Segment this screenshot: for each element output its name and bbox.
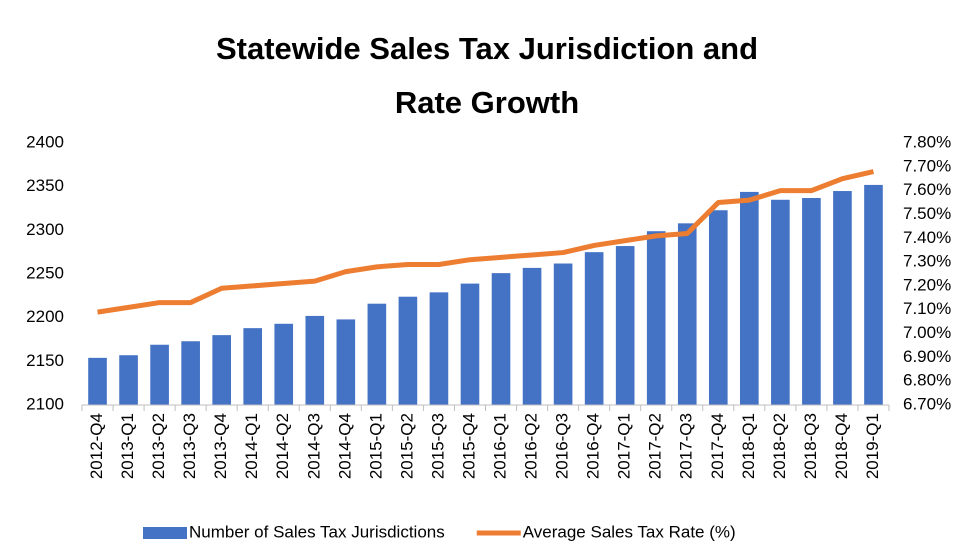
x-tick-label: 2018-Q2	[770, 413, 789, 479]
x-tick-label: 2017-Q3	[677, 413, 696, 479]
bar	[646, 231, 666, 405]
bar	[212, 335, 231, 405]
bar	[429, 292, 449, 405]
x-tick-label: 2016-Q4	[584, 413, 603, 479]
y2-tick-label: 7.30%	[903, 252, 951, 271]
bar	[615, 246, 635, 405]
y-tick-label: 2150	[26, 351, 64, 370]
y2-tick-label: 7.40%	[903, 228, 951, 247]
x-tick-label: 2013-Q2	[149, 413, 168, 479]
bar	[677, 223, 697, 405]
x-tick-label: 2017-Q4	[708, 413, 727, 479]
x-tick-label: 2014-Q4	[335, 413, 354, 479]
y-tick-label: 2300	[26, 220, 64, 239]
x-tick-label: 2017-Q1	[615, 413, 634, 479]
x-tick-label: 2019-Q1	[863, 413, 882, 479]
y2-tick-label: 7.10%	[903, 299, 951, 318]
bar	[584, 252, 604, 405]
bar	[336, 319, 356, 405]
x-tick-label: 2018-Q1	[739, 413, 758, 479]
x-tick-label: 2015-Q4	[459, 413, 478, 479]
x-tick-label: 2015-Q2	[397, 413, 416, 479]
x-tick-label: 2015-Q3	[428, 413, 447, 479]
bar	[88, 357, 107, 405]
bar	[771, 199, 790, 405]
bar	[553, 263, 573, 405]
y-tick-label: 2250	[26, 263, 64, 282]
x-tick-label: 2018-Q4	[832, 413, 851, 479]
x-tick-label: 2012-Q4	[87, 413, 106, 479]
bar	[367, 303, 387, 405]
x-tick-label: 2013-Q1	[118, 413, 137, 479]
x-tick-label: 2014-Q2	[273, 413, 292, 479]
bar	[802, 198, 821, 405]
chart-title: Statewide Sales Tax Jurisdiction and Rat…	[215, 31, 759, 120]
bar	[398, 296, 418, 405]
y-tick-label: 2100	[26, 394, 64, 413]
bar	[460, 283, 480, 405]
x-tick-label: 2015-Q1	[366, 413, 385, 479]
bar	[305, 315, 325, 405]
bar	[181, 341, 200, 405]
legend-label: Number of Sales Tax Jurisdictions	[189, 522, 445, 541]
bar	[491, 273, 511, 405]
bar	[708, 210, 728, 405]
y-tick-label: 2200	[26, 307, 64, 326]
line	[97, 169, 875, 315]
y-tick-label: 2400	[26, 132, 64, 151]
x-tick-label: 2013-Q4	[211, 413, 230, 479]
bar	[833, 191, 852, 405]
x-tick-label: 2018-Q3	[801, 413, 820, 479]
x-tick-label: 2014-Q3	[304, 413, 323, 479]
bar	[522, 267, 542, 405]
bar	[740, 191, 759, 405]
y2-tick-label: 7.50%	[903, 204, 951, 223]
y2-tick-label: 7.70%	[903, 156, 951, 175]
y2-tick-label: 7.20%	[903, 275, 951, 294]
x-tick-label: 2016-Q3	[553, 413, 572, 479]
x-tick-label: 2013-Q3	[180, 413, 199, 479]
y2-tick-label: 7.80%	[903, 132, 951, 151]
y2-tick-label: 6.90%	[903, 347, 951, 366]
bar	[119, 355, 138, 405]
x-tick-label: 2016-Q1	[491, 413, 510, 479]
bar	[864, 184, 883, 405]
y2-tick-label: 6.70%	[903, 394, 951, 413]
x-tick-label: 2016-Q2	[522, 413, 541, 479]
legend-swatch	[143, 527, 187, 539]
y-tick-label: 2350	[26, 176, 64, 195]
bar	[243, 328, 263, 405]
x-tick-label: 2014-Q1	[242, 413, 261, 479]
legend-label: Average Sales Tax Rate (%)	[523, 522, 736, 541]
bar	[150, 344, 169, 405]
x-tick-label: 2017-Q2	[646, 413, 665, 479]
bar	[274, 323, 294, 405]
y2-tick-label: 7.60%	[903, 180, 951, 199]
y2-tick-label: 6.80%	[903, 371, 951, 390]
y2-tick-label: 7.00%	[903, 323, 951, 342]
